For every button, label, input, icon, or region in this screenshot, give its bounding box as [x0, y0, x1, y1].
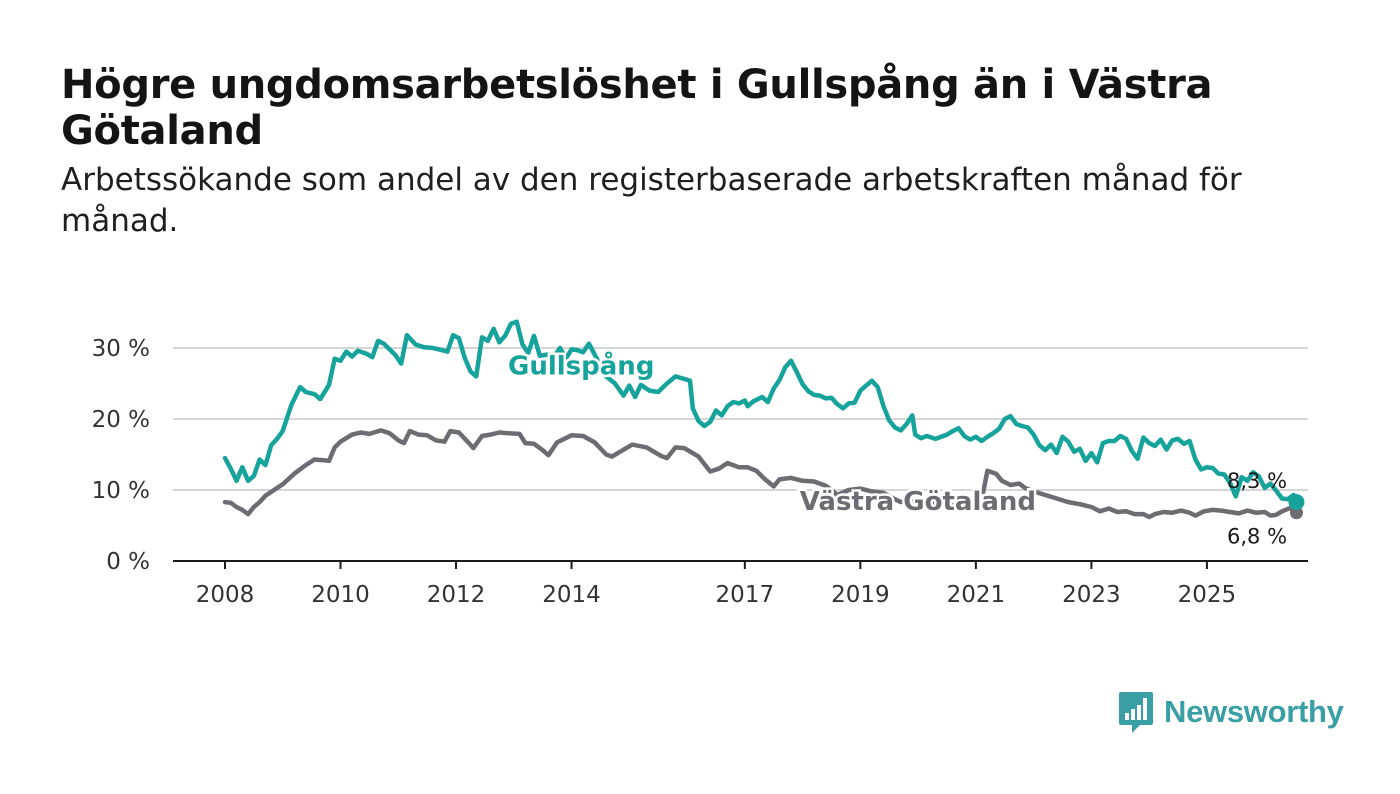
end-value-vastra-gotaland: 6,8 %	[1227, 525, 1287, 549]
series-line-vastra-gotaland	[222, 428, 1299, 520]
series-label-vastra-gotaland: Västra Götaland	[800, 487, 1036, 517]
logo-text: Newsworthy	[1164, 694, 1344, 729]
y-tick-label: 30 %	[92, 336, 150, 362]
end-value-gullspang: 8,3 %	[1227, 469, 1287, 493]
x-tick-label: 2012	[427, 582, 486, 608]
x-tick-label: 2010	[311, 582, 370, 608]
x-tick-label: 2023	[1062, 582, 1121, 608]
series-lines	[222, 319, 1305, 520]
x-tick-label: 2017	[716, 582, 775, 608]
x-tick-label: 2008	[196, 582, 255, 608]
bar-chart-icon	[1119, 692, 1153, 733]
x-tick-label: 2021	[947, 582, 1006, 608]
y-axis-ticks: 0 % 10 % 20 % 30 %	[92, 336, 150, 575]
x-axis-ticks: 2008 2010 2012 2014 2017 2019 2021 2023 2025	[196, 561, 1236, 608]
y-tick-label: 0 %	[106, 549, 150, 575]
y-tick-label: 10 %	[92, 478, 150, 504]
end-marker-vastra-gotaland	[1289, 506, 1303, 520]
series-label-gullspang: Gullspång	[508, 349, 654, 381]
chart-title: Högre ungdomsarbetslöshet i Gullspång än…	[61, 62, 1213, 154]
newsworthy-logo: Newsworthy	[1118, 690, 1344, 734]
y-tick-label: 20 %	[92, 407, 150, 433]
line-chart: 0 % 10 % 20 % 30 % 2008 2010 2012 2014 2017 2019…	[92, 319, 1308, 608]
grid-lines	[173, 347, 1308, 491]
series-line-gullspang	[222, 319, 1299, 505]
end-marker-gullspang	[1288, 494, 1305, 511]
chart-subtitle: Arbetssökande som andel av den registerb…	[61, 162, 1242, 239]
x-tick-label: 2019	[831, 582, 890, 608]
x-tick-label: 2025	[1178, 582, 1237, 608]
x-tick-label: 2014	[542, 582, 601, 608]
